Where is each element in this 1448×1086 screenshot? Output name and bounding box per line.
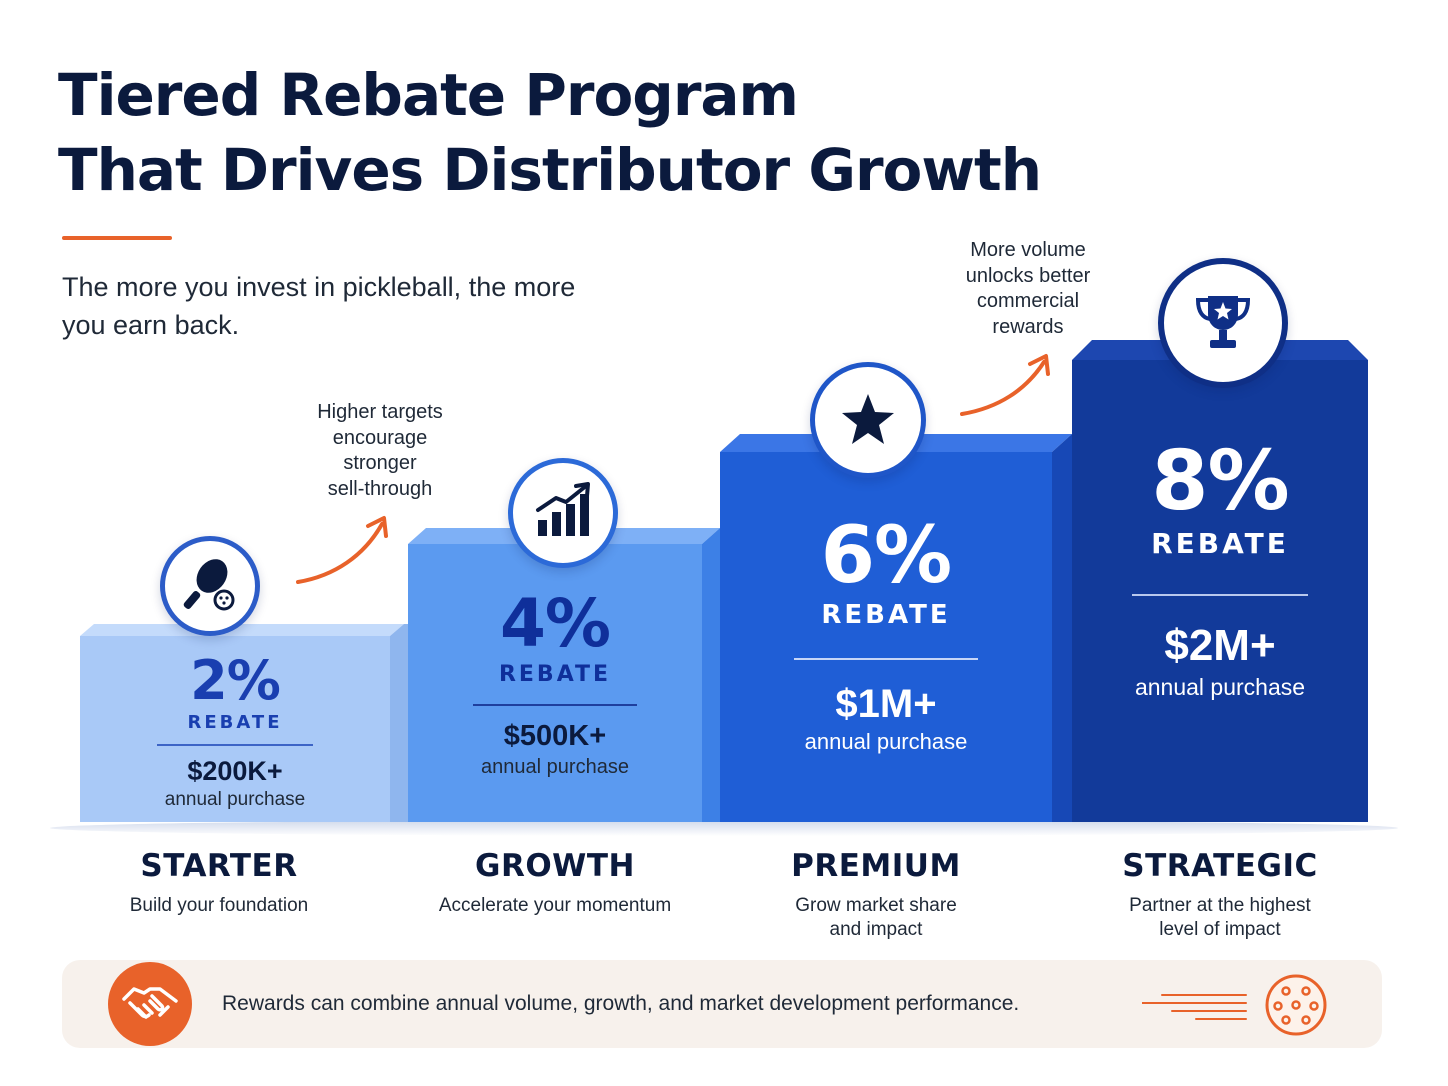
tier-name: STRATEGIC — [1122, 848, 1318, 884]
purchase-amount: $500K+ — [503, 719, 607, 752]
note1-line: sell-through — [327, 477, 433, 500]
footer-banner: Rewards can combine annual volume, growt… — [62, 960, 1382, 1048]
tier-description: Partner at the highest — [1129, 895, 1311, 916]
rebate-percent: 6% — [820, 511, 952, 601]
note2-line: More volume — [970, 239, 1086, 261]
pickleball-paddle-icon — [160, 536, 260, 636]
tier-description: and impact — [829, 919, 923, 940]
growth-arrow-icon — [960, 354, 1050, 416]
note1-line: Higher targets — [317, 401, 443, 423]
note2-line: rewards — [992, 315, 1064, 338]
tier-label-starter: STARTER Build your foundation — [80, 846, 358, 918]
annual-purchase-label: annual purchase — [481, 755, 629, 778]
tier-description: Build your foundation — [129, 895, 309, 916]
rebate-percent: 2% — [190, 649, 281, 712]
title-underline — [62, 236, 172, 240]
tier-name: STARTER — [140, 848, 298, 884]
purchase-amount: $200K+ — [187, 755, 283, 786]
tier-name: PREMIUM — [791, 848, 961, 884]
rebate-label: REBATE — [498, 662, 612, 687]
divider — [157, 744, 313, 746]
rebate-label: REBATE — [821, 600, 951, 630]
tier-label-strategic: STRATEGIC Partner at the highest level o… — [1072, 846, 1368, 942]
annual-purchase-label: annual purchase — [1134, 673, 1306, 700]
star-icon — [810, 362, 926, 478]
tier-description: Accelerate your momentum — [438, 895, 672, 916]
tier-block — [80, 624, 408, 822]
tier-description: level of impact — [1159, 919, 1281, 940]
page-title: Tiered Rebate Program That Drives Distri… — [58, 58, 1042, 208]
footer-text: Rewards can combine annual volume, growt… — [222, 992, 1020, 1015]
tier-premium: 6% REBATE $1M+ annual purchase — [720, 434, 1072, 822]
note-more-volume: More volume unlocks better commercial re… — [938, 238, 1118, 340]
pickleball-icon — [1265, 974, 1327, 1036]
tier-strategic: 8% REBATE $2M+ annual purchase — [1072, 340, 1368, 822]
title-line-1: Tiered Rebate Program — [58, 61, 799, 129]
tier-block — [720, 434, 1072, 822]
trophy-icon — [1158, 258, 1288, 388]
purchase-amount: $1M+ — [835, 681, 937, 726]
base-shadow — [50, 820, 1398, 836]
note2-line: commercial — [976, 290, 1080, 312]
note2-line: unlocks better — [965, 264, 1091, 287]
growth-arrow-icon — [296, 516, 388, 584]
purchase-amount: $2M+ — [1164, 620, 1276, 670]
speed-lines-icon — [1142, 994, 1247, 1020]
note1-line: stronger — [343, 452, 417, 474]
divider — [1132, 594, 1308, 596]
tier-starter: 2% REBATE $200K+ annual purchase — [80, 624, 408, 822]
divider — [473, 704, 637, 706]
rebate-percent: 8% — [1151, 434, 1289, 529]
annual-purchase-label: annual purchase — [804, 728, 968, 754]
rebate-label: REBATE — [1151, 527, 1289, 560]
handshake-icon — [108, 962, 192, 1046]
subtitle: The more you invest in pickleball, the m… — [62, 272, 576, 340]
divider — [794, 658, 978, 660]
note-higher-targets: Higher targets encourage stronger sell-t… — [290, 400, 470, 502]
tier-description: Grow market share — [795, 895, 957, 916]
rebate-percent: 4% — [499, 585, 611, 662]
growth-chart-icon — [508, 458, 618, 568]
tier-growth: 4% REBATE $500K+ annual purchase — [408, 528, 720, 822]
tier-label-premium: PREMIUM Grow market share and impact — [720, 846, 1032, 942]
title-line-2: That Drives Distributor Growth — [58, 136, 1042, 204]
tier-block — [1072, 340, 1368, 822]
tier-block — [408, 528, 720, 822]
tier-name: GROWTH — [475, 848, 635, 884]
annual-purchase-label: annual purchase — [164, 788, 306, 810]
tier-label-growth: GROWTH Accelerate your momentum — [408, 846, 702, 918]
rebate-label: REBATE — [187, 712, 283, 733]
note1-line: encourage — [332, 426, 428, 449]
